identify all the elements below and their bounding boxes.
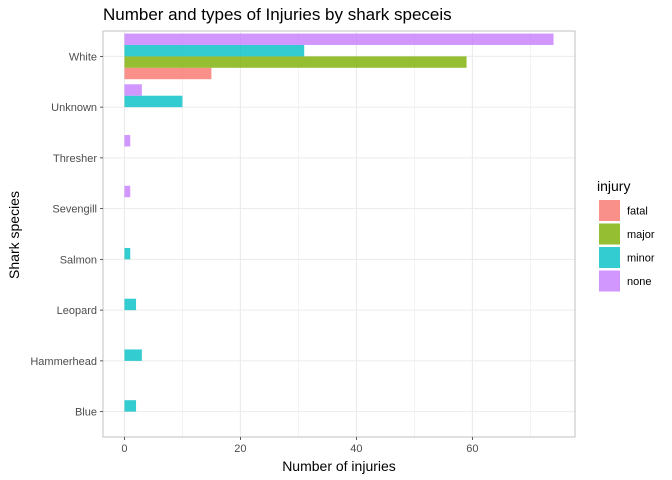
bar-major-white (124, 56, 467, 68)
y-tick-label: Hammerhead (30, 356, 97, 368)
bar-none-sevengill (124, 185, 131, 198)
legend-label-minor: minor (627, 253, 655, 265)
bar-none-thresher (124, 135, 131, 147)
bar-minor-white (124, 44, 305, 57)
x-axis-title: Number of injuries (282, 458, 396, 474)
legend-label-none: none (627, 276, 651, 288)
plot-background (103, 31, 575, 437)
bar-minor-leopard (124, 298, 137, 311)
legend-title: injury (597, 178, 630, 194)
legend-key-none (599, 270, 620, 292)
bar-minor-salmon (124, 247, 131, 260)
bar-minor-blue (124, 400, 137, 412)
x-tick-label: 60 (466, 443, 478, 455)
bar-fatal-white (124, 67, 212, 80)
plot-area: White Unknown Thresher Sevengill Salmon Leopa… (30, 30, 576, 455)
bar-minor-hammerhead (124, 349, 142, 361)
bar-none-unknown (124, 84, 142, 96)
legend-key-minor (599, 247, 620, 268)
x-tick-label: 40 (350, 443, 362, 455)
legend: injury fatal major minor none (597, 178, 655, 292)
panel-border (102, 30, 576, 438)
chart-title: Number and types of Injuries by shark sp… (103, 5, 452, 24)
y-tick-label: Leopard (57, 305, 97, 317)
legend-key-major (599, 223, 620, 245)
y-tick-label: Salmon (60, 254, 97, 266)
bar-minor-unknown (124, 95, 183, 108)
bar-none-white (124, 33, 554, 45)
y-tick-label: Unknown (51, 102, 97, 114)
x-tick-label: 0 (121, 443, 127, 455)
y-tick-label: Blue (75, 407, 97, 419)
legend-label-major: major (627, 229, 655, 241)
y-tick-label: Sevengill (52, 204, 97, 216)
y-tick-label: White (69, 51, 97, 63)
legend-label-fatal: fatal (627, 206, 648, 218)
y-axis-title: Shark species (6, 191, 22, 279)
legend-key-fatal (599, 200, 620, 221)
y-tick-label: Thresher (53, 153, 97, 165)
x-tick-label: 20 (234, 443, 246, 455)
